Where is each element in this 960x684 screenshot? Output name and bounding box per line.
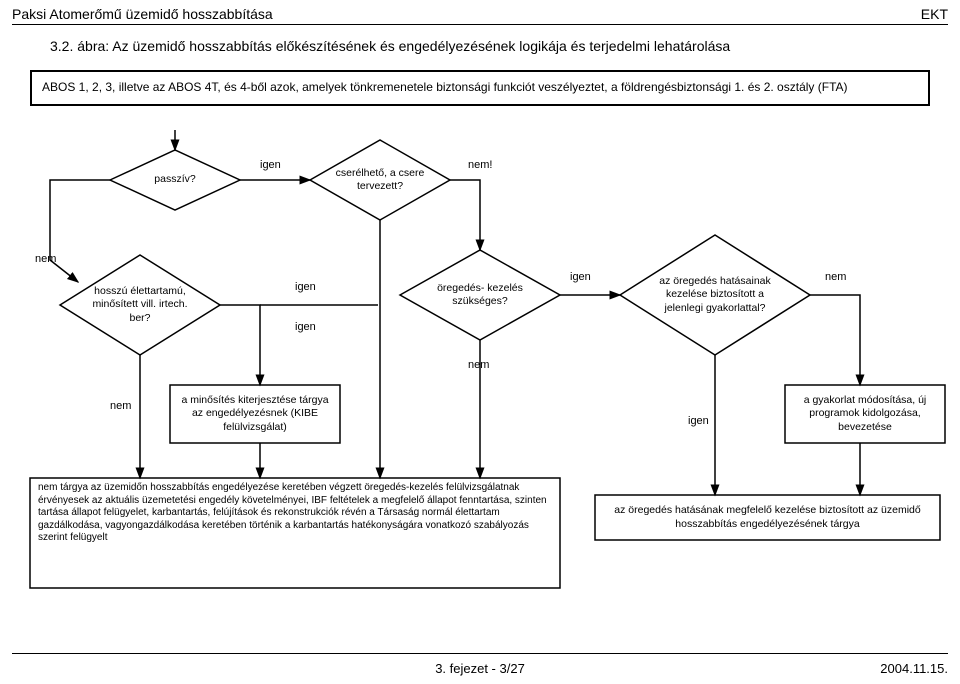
header-left: Paksi Atomerőmű üzemidő hosszabbítása bbox=[12, 6, 273, 22]
figure-caption: 3.2. ábra: Az üzemidő hosszabbítás előké… bbox=[50, 38, 730, 54]
svg-text:igen: igen bbox=[570, 271, 591, 283]
header-right: EKT bbox=[921, 6, 948, 22]
svg-text:nem: nem bbox=[825, 271, 846, 283]
svg-text:igen: igen bbox=[295, 321, 316, 333]
svg-text:igen: igen bbox=[260, 159, 281, 171]
footer-right: 2004.11.15. bbox=[880, 661, 948, 676]
svg-text:nem: nem bbox=[468, 359, 489, 371]
header-line bbox=[12, 24, 948, 25]
abos-box: ABOS 1, 2, 3, illetve az ABOS 4T, és 4-b… bbox=[30, 70, 930, 106]
svg-text:nem!: nem! bbox=[468, 159, 492, 171]
svg-text:igen: igen bbox=[688, 415, 709, 427]
svg-text:nem: nem bbox=[110, 400, 131, 412]
flowchart: passzív? cserélhető, a csere tervezett? … bbox=[0, 130, 960, 600]
footer-line bbox=[12, 653, 948, 654]
footer-center: 3. fejezet - 3/27 bbox=[0, 661, 960, 676]
svg-text:igen: igen bbox=[295, 281, 316, 293]
